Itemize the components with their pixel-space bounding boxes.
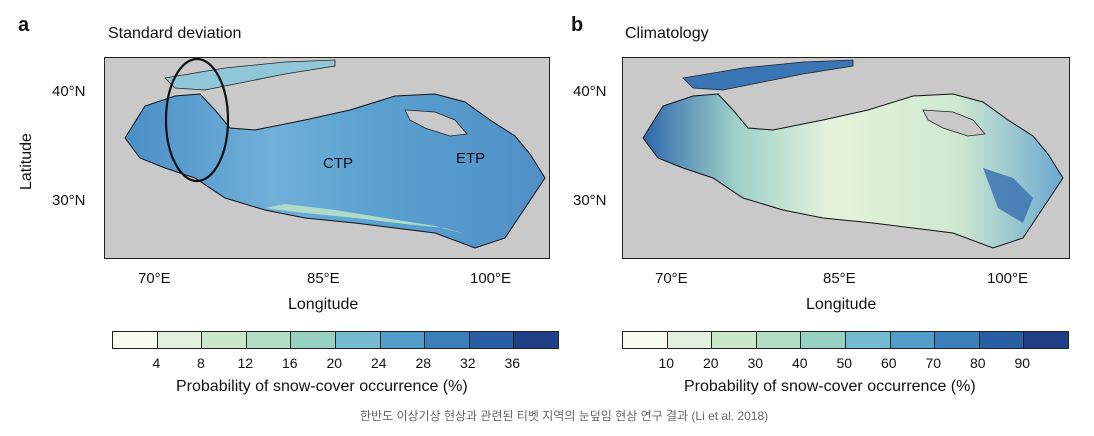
colorbar-tick-label: 24 bbox=[371, 355, 387, 371]
colorbar-swatch bbox=[202, 332, 247, 348]
colorbar-swatch bbox=[113, 332, 158, 348]
x-tick-70e-a: 70°E bbox=[138, 270, 171, 287]
y-tick-30n-a: 30°N bbox=[52, 192, 86, 209]
colorbar-tick-label: 10 bbox=[658, 355, 675, 371]
x-tick-100e-b: 100°E bbox=[987, 270, 1029, 287]
colorbar-tick-label: 4 bbox=[152, 355, 161, 371]
snow-map-std bbox=[124, 58, 546, 249]
colorbar-tick-label: 80 bbox=[970, 355, 986, 371]
colorbar-tick-label: 30 bbox=[747, 355, 764, 371]
colorbar-swatch bbox=[1024, 332, 1068, 348]
colorbar-b bbox=[622, 331, 1069, 349]
panel-a-title: Standard deviation bbox=[108, 25, 242, 42]
colorbar-swatch bbox=[979, 332, 1025, 348]
colorbar-a bbox=[112, 331, 559, 349]
colorbar-swatch bbox=[291, 332, 336, 348]
map-panel-b bbox=[622, 57, 1070, 259]
colorbar-tick-label: 12 bbox=[237, 355, 254, 371]
colorbar-tick-label: 40 bbox=[792, 355, 808, 371]
panel-b-title: Climatology bbox=[625, 25, 709, 42]
colorbar-swatch bbox=[801, 332, 846, 348]
colorbar-swatch bbox=[335, 332, 381, 348]
x-tick-100e-a: 100°E bbox=[470, 270, 512, 287]
region-label-etp: ETP bbox=[456, 150, 486, 167]
x-tick-70e-b: 70°E bbox=[655, 270, 688, 287]
colorbar-tick-label: 90 bbox=[1014, 355, 1031, 371]
x-axis-title-b: Longitude bbox=[806, 296, 877, 313]
region-label-ctp: CTP bbox=[323, 155, 353, 172]
y-tick-30n-b: 30°N bbox=[573, 192, 607, 209]
colorbar-swatch bbox=[845, 332, 891, 348]
colorbar-swatch bbox=[667, 332, 713, 348]
colorbar-tick-label: 70 bbox=[925, 355, 942, 371]
x-tick-85e-b: 85°E bbox=[823, 270, 856, 287]
colorbar-tick-label: 20 bbox=[703, 355, 719, 371]
x-axis-title-a: Longitude bbox=[288, 296, 359, 313]
colorbar-swatch bbox=[890, 332, 936, 348]
colorbar-swatch bbox=[380, 332, 426, 348]
panel-b-letter: b bbox=[571, 14, 584, 36]
colorbar-tick-label: 28 bbox=[415, 355, 432, 371]
colorbar-swatch bbox=[935, 332, 980, 348]
colorbar-tick-label: 20 bbox=[326, 355, 343, 371]
y-tick-40n-b: 40°N bbox=[573, 83, 607, 100]
figure-caption: 한반도 이상기상 현상과 관련된 티벳 지역의 눈덮임 현상 연구 결과 (Li… bbox=[360, 409, 769, 423]
colorbar-swatch bbox=[425, 332, 470, 348]
y-axis-title: Latitude bbox=[18, 133, 35, 190]
colorbar-tick-label: 50 bbox=[836, 355, 853, 371]
colorbar-tick-label: 36 bbox=[504, 355, 521, 371]
colorbar-b-title: Probability of snow-cover occurrence (%) bbox=[684, 378, 976, 395]
colorbar-swatch bbox=[756, 332, 802, 348]
colorbar-tick-label: 60 bbox=[881, 355, 897, 371]
colorbar-tick-label: 8 bbox=[197, 355, 205, 371]
colorbar-swatch bbox=[157, 332, 203, 348]
y-tick-40n-a: 40°N bbox=[52, 83, 86, 100]
panel-a-letter: a bbox=[18, 14, 30, 36]
snow-map-climatology bbox=[642, 59, 1064, 249]
colorbar-a-title: Probability of snow-cover occurrence (%) bbox=[176, 378, 468, 395]
colorbar-swatch bbox=[514, 332, 558, 348]
colorbar-tick-label: 32 bbox=[460, 355, 476, 371]
colorbar-swatch bbox=[712, 332, 757, 348]
colorbar-swatch bbox=[623, 332, 668, 348]
x-tick-85e-a: 85°E bbox=[307, 270, 340, 287]
colorbar-swatch bbox=[469, 332, 515, 348]
colorbar-tick-label: 16 bbox=[282, 355, 298, 371]
map-panel-a bbox=[104, 57, 550, 259]
colorbar-swatch bbox=[246, 332, 292, 348]
